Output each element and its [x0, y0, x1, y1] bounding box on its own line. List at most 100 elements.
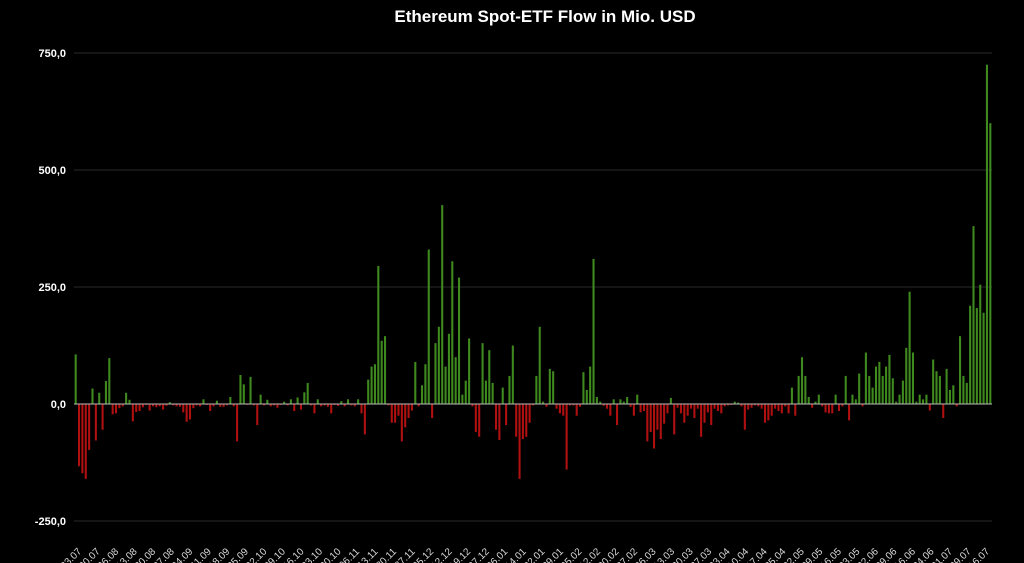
bar	[336, 404, 339, 406]
bar	[424, 364, 427, 404]
bar	[172, 404, 175, 406]
bar	[299, 404, 303, 410]
bar	[111, 404, 114, 415]
bar	[404, 404, 407, 428]
bar	[659, 404, 662, 440]
bar	[484, 380, 487, 404]
bar	[501, 387, 504, 404]
bar	[676, 404, 679, 408]
bar	[585, 389, 588, 404]
bar	[679, 404, 682, 414]
bar	[579, 404, 582, 407]
bar	[582, 372, 585, 404]
bar	[747, 404, 750, 410]
bar	[737, 402, 740, 404]
bar	[595, 396, 598, 404]
bar	[542, 401, 545, 404]
bar	[605, 404, 609, 409]
bar	[975, 308, 978, 404]
bar	[770, 404, 773, 416]
bar	[209, 404, 212, 412]
bar	[162, 404, 165, 410]
bar	[774, 404, 777, 409]
bar	[212, 404, 215, 407]
bar	[232, 404, 235, 407]
bar	[353, 404, 356, 407]
bar	[632, 404, 635, 416]
y-tick-label: -250,0	[35, 516, 66, 528]
bar	[461, 394, 464, 404]
bar	[767, 404, 770, 421]
bar	[108, 358, 111, 404]
bar	[88, 404, 91, 450]
bar	[649, 404, 652, 433]
bar	[982, 312, 985, 404]
bar	[464, 380, 467, 404]
bar	[868, 375, 871, 404]
bar	[488, 350, 491, 404]
bar	[273, 404, 276, 406]
bar	[760, 404, 763, 409]
bar	[256, 404, 259, 426]
bar	[296, 397, 299, 404]
bar	[347, 399, 350, 404]
bar	[874, 366, 878, 404]
bar	[703, 404, 706, 423]
bar	[481, 343, 484, 404]
bar	[249, 376, 252, 404]
bar	[911, 352, 915, 404]
bar	[636, 394, 639, 404]
bar	[800, 357, 804, 404]
bar	[252, 404, 255, 406]
bar	[572, 404, 575, 406]
bar	[979, 284, 982, 404]
bar	[965, 382, 968, 404]
bar	[357, 399, 360, 404]
bar	[397, 404, 400, 416]
bar	[693, 404, 696, 419]
bar	[225, 404, 229, 406]
bar	[901, 380, 904, 404]
bar	[831, 404, 834, 414]
bar	[199, 404, 202, 407]
bar	[794, 404, 797, 416]
bar	[390, 404, 393, 423]
bar	[989, 123, 992, 404]
bar	[891, 378, 894, 404]
bar	[286, 404, 289, 406]
bar	[804, 375, 807, 404]
bar	[780, 404, 783, 414]
bar	[306, 382, 309, 404]
bar	[101, 404, 104, 430]
bar	[437, 326, 440, 404]
bar	[84, 404, 87, 479]
bar	[589, 366, 592, 404]
bar	[262, 404, 266, 406]
bar	[925, 394, 928, 404]
bar	[817, 394, 820, 404]
bar	[320, 404, 323, 407]
bar	[444, 366, 447, 404]
bar	[720, 404, 723, 414]
bar	[420, 385, 424, 404]
bar	[394, 404, 397, 423]
bar	[94, 404, 97, 441]
bar	[417, 404, 420, 407]
bar	[895, 401, 898, 404]
bar	[777, 404, 780, 412]
bar	[215, 400, 218, 404]
bar	[239, 374, 242, 404]
bar	[125, 392, 128, 404]
bar	[932, 359, 935, 404]
bar	[740, 404, 743, 407]
bar	[942, 404, 945, 419]
bar	[350, 404, 353, 406]
bar	[505, 404, 508, 426]
bar	[827, 404, 830, 414]
bar	[367, 379, 370, 404]
bar	[447, 333, 450, 404]
bar	[400, 404, 403, 442]
bar	[881, 375, 884, 404]
bar	[158, 404, 161, 407]
bar	[599, 401, 602, 404]
